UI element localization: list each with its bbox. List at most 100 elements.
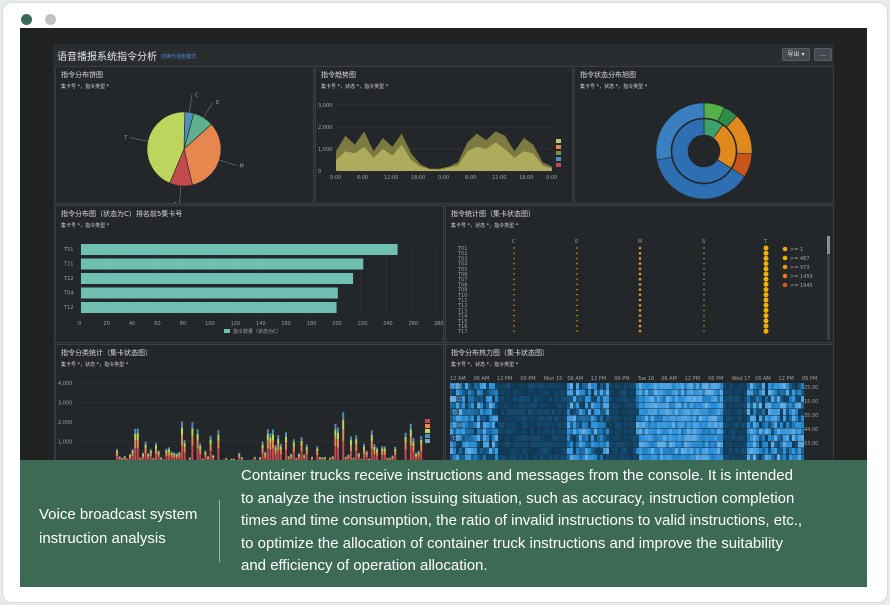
heat-cell — [597, 409, 600, 415]
heat-cell — [702, 422, 705, 428]
row-label: T01 — [457, 246, 467, 252]
hist-bar — [357, 452, 360, 455]
heat-cell — [456, 454, 459, 460]
panel-filter[interactable]: 集卡号 *，状态 *，指令类型 * — [321, 84, 389, 90]
heat-cell — [534, 396, 537, 402]
x-tick-label: 140 — [256, 321, 266, 327]
heat-cell — [537, 441, 540, 448]
heat-cell — [795, 448, 798, 454]
heat-cell — [720, 402, 723, 409]
heat-cell — [618, 435, 621, 441]
hist-bar — [303, 455, 306, 457]
heat-cell — [522, 428, 525, 435]
heat-cell — [654, 435, 657, 441]
heat-cell — [459, 441, 462, 448]
heat-cell — [726, 396, 729, 402]
heat-cell — [555, 422, 558, 428]
heat-cell — [465, 383, 468, 389]
heat-cell — [561, 383, 564, 389]
heat-cell — [498, 396, 501, 402]
heat-cell — [744, 409, 747, 415]
column-label: E — [575, 239, 578, 245]
heat-cell — [684, 396, 687, 402]
heat-cell — [534, 435, 537, 441]
legend-swatch — [556, 151, 561, 155]
dot-mark — [576, 268, 578, 270]
heat-cell — [459, 396, 462, 402]
heat-cell — [774, 435, 777, 441]
hist-bar — [238, 457, 241, 460]
export-button[interactable]: 导出 ▾ — [782, 48, 810, 61]
theme-switch-link[interactable]: 切换为浅色模式 — [161, 54, 197, 60]
heat-cell — [780, 435, 783, 441]
heat-cell — [513, 415, 516, 422]
heat-cell — [651, 441, 654, 448]
hist-bar — [165, 450, 168, 453]
heat-cell — [690, 454, 693, 460]
heat-cell — [795, 422, 798, 428]
legend-dot — [782, 255, 788, 261]
heat-cell — [591, 415, 594, 422]
hist-bar — [316, 446, 319, 449]
panel-filter[interactable]: 集卡号 *，状态 *，指令类型 * — [580, 84, 648, 90]
heat-cell — [519, 402, 522, 409]
panel-area: 指令趋势图 集卡号 *，状态 *，指令类型 * 3,000 2,000 1,000 0… — [315, 66, 573, 204]
heat-cell — [573, 428, 576, 435]
dot-mark — [576, 252, 578, 254]
heat-cell — [510, 435, 513, 441]
panel-filter[interactable]: 集卡号 *，指令类型 * — [61, 223, 110, 229]
heat-cell — [624, 454, 627, 460]
heat-cell — [480, 448, 483, 454]
heat-cell — [507, 422, 510, 428]
heat-cell — [600, 383, 603, 389]
heat-cell — [534, 448, 537, 454]
heat-cell — [639, 402, 642, 409]
heat-cell — [471, 441, 474, 448]
heat-cell — [489, 435, 492, 441]
heat-cell — [675, 448, 678, 454]
panel-title: 指令分类统计（集卡状态图） — [61, 349, 152, 357]
heat-cell — [702, 415, 705, 422]
panel-filter[interactable]: 集卡号 *，状态 *，指令类型 * — [451, 223, 519, 229]
hist-bar — [191, 445, 194, 460]
heat-cell — [678, 454, 681, 460]
heat-cell — [696, 448, 699, 454]
heat-cell — [762, 402, 765, 409]
heat-cell — [624, 409, 627, 415]
heat-cell — [501, 428, 504, 435]
heat-cell — [453, 435, 456, 441]
window-dot-active[interactable] — [21, 14, 32, 25]
heat-cell — [639, 448, 642, 454]
heat-cell — [507, 441, 510, 448]
panel-filter[interactable]: 集卡号 *，状态 *，指令类型 * — [451, 362, 519, 368]
heat-cell — [693, 402, 696, 409]
heat-cell — [693, 435, 696, 441]
heat-cell — [477, 428, 480, 435]
dot-mark — [763, 287, 769, 293]
caption-body-line: to optimize the allocation of container … — [241, 534, 783, 552]
heat-cell — [492, 435, 495, 441]
heat-cell — [471, 448, 474, 454]
hist-bar — [305, 447, 308, 451]
heat-cell — [777, 422, 780, 428]
heat-cell — [711, 389, 714, 396]
heat-cell — [726, 435, 729, 441]
heat-cell — [744, 415, 747, 422]
panel-filter[interactable]: 集卡号 *，指令类型 * — [61, 84, 110, 90]
more-button[interactable]: ... — [814, 48, 832, 61]
heat-cell — [798, 402, 801, 409]
heat-cell — [564, 428, 567, 435]
heat-cell — [672, 389, 675, 396]
heat-cell — [777, 383, 780, 389]
window-dot-inactive[interactable] — [45, 14, 56, 25]
heat-cell — [468, 428, 471, 435]
heat-cell — [483, 389, 486, 396]
hist-bar — [279, 454, 282, 460]
heat-cell — [630, 396, 633, 402]
heat-cell — [642, 389, 645, 396]
hist-bar — [196, 434, 199, 441]
heat-cell — [468, 448, 471, 454]
heat-cell — [576, 435, 579, 441]
panel-filter[interactable]: 集卡号 *，状态 *，指令类型 * — [61, 362, 129, 368]
